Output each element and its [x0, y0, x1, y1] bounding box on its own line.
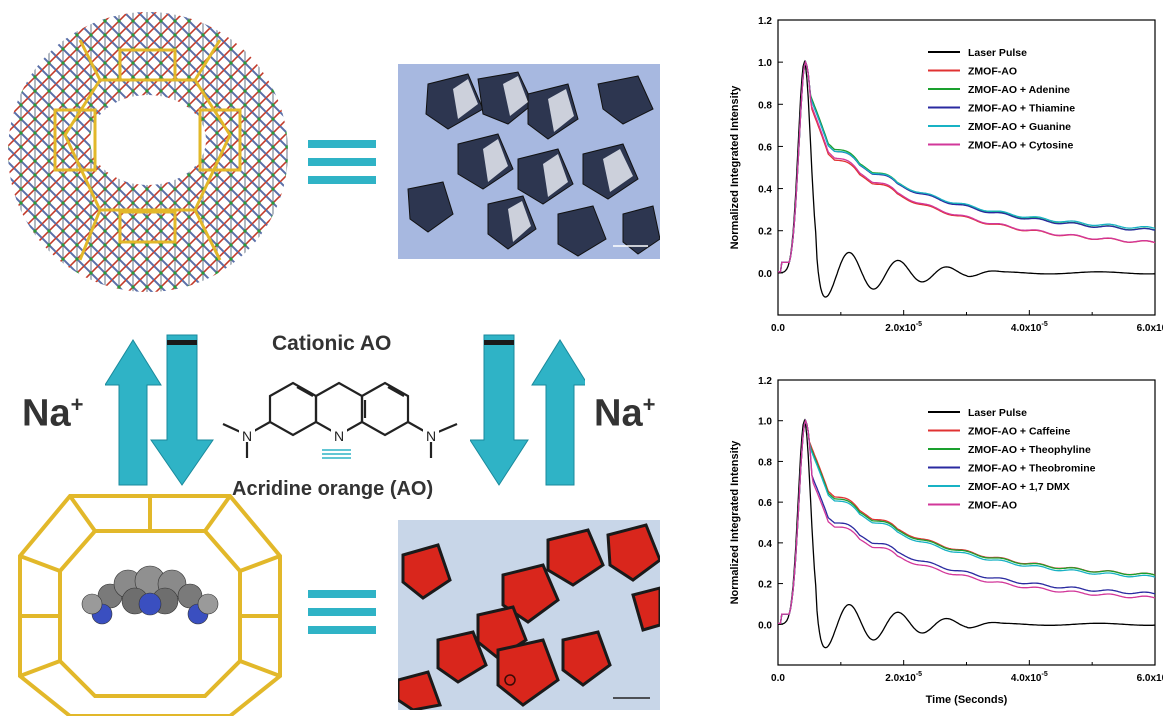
legend-entry: ZMOF-AO + Theophyline	[968, 444, 1091, 456]
y-axis-label: Normalized Integrated Intensity	[729, 85, 741, 250]
series-line	[778, 418, 1156, 624]
legend-entry: ZMOF-AO + Caffeine	[968, 426, 1071, 438]
legend-entry: ZMOF-AO	[968, 66, 1017, 78]
series-line	[778, 60, 1156, 273]
y-tick-label: 1.0	[758, 417, 772, 428]
y-tick-label: 0.0	[758, 620, 772, 631]
x-tick-label: 4.0x10-5	[1011, 671, 1048, 684]
series-line	[778, 59, 1155, 298]
equals-sign-top	[308, 140, 376, 184]
series-line	[778, 418, 1156, 624]
series-line	[778, 418, 1156, 624]
acridine-orange-structure: N N N	[222, 381, 458, 459]
y-tick-label: 0.8	[758, 100, 772, 111]
y-tick-label: 0.6	[758, 498, 772, 509]
equals-sign-bottom	[308, 590, 376, 634]
y-tick-label: 1.0	[758, 58, 772, 69]
y-tick-label: 0.8	[758, 457, 772, 468]
chart-bottom: 0.0 0.2 0.4 0.6 0.8 1.0 1.2 0.0 2.0x10-5 4.0x10-5…	[729, 376, 1163, 706]
crystals-blue-micrograph	[398, 64, 660, 259]
molecule-name: Acridine orange (AO)	[232, 478, 434, 500]
series-line	[778, 60, 1156, 273]
x-tick-label: 4.0x10-5	[1011, 321, 1048, 334]
cage-with-ao	[18, 494, 282, 716]
y-tick-label: 0.4	[758, 539, 772, 550]
series-line	[778, 60, 1156, 273]
x-tick-label: 6.0x10-5	[1137, 671, 1163, 684]
y-tick-label: 0.2	[758, 580, 772, 591]
x-tick-label: 6.0x10-5	[1137, 321, 1163, 334]
legend-entry: ZMOF-AO + Thiamine	[968, 103, 1075, 115]
sodium-label-left: Na+	[22, 392, 84, 435]
series-line	[777, 418, 1155, 649]
scheme-title: Cationic AO	[272, 332, 392, 355]
x-tick-label: 2.0x10-5	[885, 321, 922, 334]
y-tick-label: 0.0	[758, 269, 772, 280]
svg-text:N: N	[426, 428, 436, 444]
y-tick-label: 1.2	[758, 16, 772, 27]
legend-entry: Laser Pulse	[968, 47, 1027, 59]
legend-entry: ZMOF-AO + Cytosine	[968, 140, 1073, 152]
x-tick-label: 0.0	[771, 323, 785, 334]
legend-entry: ZMOF-AO + Adenine	[968, 84, 1070, 96]
series-line	[778, 60, 1156, 273]
legend-entry: Laser Pulse	[968, 407, 1027, 419]
y-axis-label: Normalized Integrated Intensity	[729, 440, 741, 605]
series-line	[778, 418, 1156, 624]
x-tick-label: 0.0	[771, 673, 785, 684]
x-axis-label: Time (Seconds)	[926, 694, 1008, 706]
svg-text:N: N	[334, 428, 344, 444]
chart-top: 0.0 0.2 0.4 0.6 0.8 1.0 1.2 0.0 2.0x10-5 4.0x10-5…	[729, 16, 1163, 334]
svg-text:N: N	[242, 428, 252, 444]
y-tick-label: 0.2	[758, 227, 772, 238]
legend-entry: ZMOF-AO + 1,7 DMX	[968, 481, 1070, 493]
series-line	[778, 60, 1156, 273]
ao-molecule-spheres	[81, 565, 219, 625]
y-tick-label: 0.6	[758, 142, 772, 153]
exchange-arrows-right	[470, 334, 585, 486]
zmof-structure	[0, 0, 300, 310]
x-tick-label: 2.0x10-5	[885, 671, 922, 684]
series-line	[778, 418, 1156, 624]
plot-frame	[777, 19, 1156, 316]
y-tick-label: 1.2	[758, 376, 772, 387]
legend-entry: ZMOF-AO	[968, 500, 1017, 512]
sodium-label-right: Na+	[594, 392, 656, 435]
legend-entry: ZMOF-AO + Guanine	[968, 121, 1071, 133]
crystals-red-micrograph	[398, 520, 660, 710]
y-tick-label: 0.4	[758, 185, 772, 196]
legend-entry: ZMOF-AO + Theobromine	[968, 463, 1096, 475]
exchange-arrows-left	[105, 334, 214, 486]
